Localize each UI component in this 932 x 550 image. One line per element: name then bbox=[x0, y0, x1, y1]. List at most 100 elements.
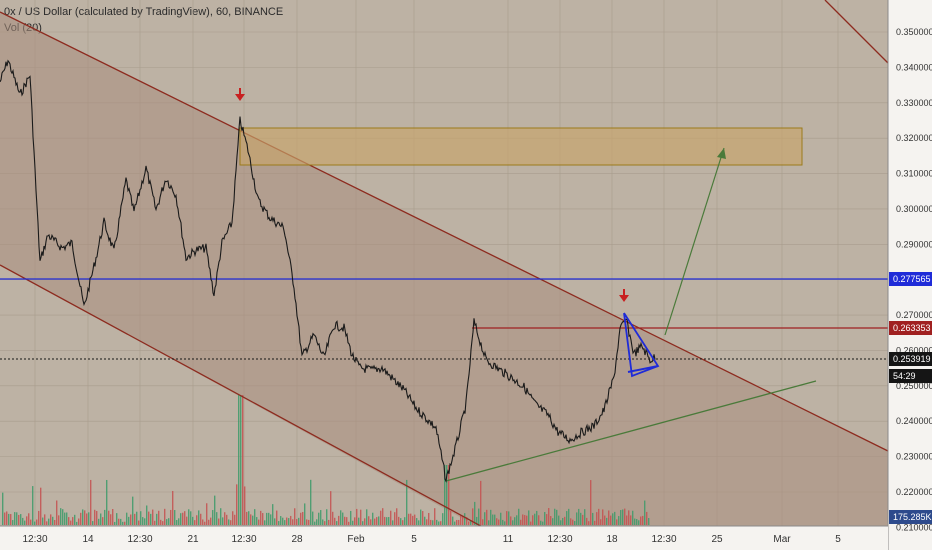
volume-bar bbox=[470, 520, 472, 525]
volume-bar bbox=[256, 517, 258, 525]
time-tick-label: 12:30 bbox=[651, 534, 676, 545]
volume-bar bbox=[90, 479, 92, 525]
time-tick-label: 12:30 bbox=[127, 534, 152, 545]
volume-bar bbox=[370, 519, 372, 525]
volume-bar bbox=[432, 520, 434, 525]
volume-bar bbox=[402, 520, 404, 525]
volume-bar bbox=[310, 479, 312, 525]
price-badge-label: 0.263353 bbox=[893, 323, 931, 333]
volume-bar bbox=[76, 521, 78, 525]
volume-bar bbox=[426, 519, 428, 525]
volume-bar bbox=[164, 508, 166, 525]
volume-bar bbox=[544, 511, 546, 525]
volume-bar bbox=[376, 517, 378, 525]
volume-bar bbox=[516, 515, 518, 525]
volume-bar bbox=[400, 518, 402, 525]
volume-bar bbox=[476, 516, 478, 525]
volume-bars bbox=[2, 395, 650, 525]
volume-bar bbox=[446, 465, 448, 525]
time-tick-label: 25 bbox=[711, 534, 723, 545]
volume-bar bbox=[570, 518, 572, 525]
volume-bar bbox=[290, 515, 292, 525]
volume-bar bbox=[418, 520, 420, 525]
volume-bar bbox=[168, 518, 170, 525]
volume-bar bbox=[362, 521, 364, 525]
volume-bar bbox=[304, 503, 306, 525]
volume-bar bbox=[620, 510, 622, 525]
volume-bar bbox=[118, 518, 120, 525]
volume-bar bbox=[488, 520, 490, 525]
volume-bar bbox=[66, 512, 68, 525]
volume-bar bbox=[14, 512, 16, 525]
volume-bar bbox=[176, 519, 178, 525]
volume-bar bbox=[44, 514, 46, 525]
volume-bar bbox=[296, 519, 298, 525]
volume-bar bbox=[454, 521, 456, 525]
volume-bar bbox=[498, 519, 500, 525]
channel-upper-parallel-line[interactable] bbox=[824, 0, 889, 64]
volume-bar bbox=[262, 513, 264, 525]
volume-bar bbox=[288, 518, 290, 525]
volume-bar bbox=[478, 508, 480, 525]
volume-bar bbox=[6, 511, 8, 525]
volume-bar bbox=[270, 514, 272, 525]
volume-bar bbox=[342, 512, 344, 525]
volume-bar bbox=[450, 510, 452, 525]
volume-bar bbox=[632, 510, 634, 525]
volume-bar bbox=[326, 509, 328, 525]
price-badge-bg bbox=[889, 352, 932, 366]
volume-bar bbox=[54, 520, 56, 525]
volume-bar bbox=[486, 509, 488, 525]
volume-bar bbox=[36, 519, 38, 525]
volume-bar bbox=[24, 520, 26, 525]
time-tick-label: 14 bbox=[82, 534, 94, 545]
volume-bar bbox=[598, 508, 600, 525]
price-tick-label: 0.230000 bbox=[896, 452, 932, 462]
price-tick-label: 0.320000 bbox=[896, 133, 932, 143]
volume-bar bbox=[624, 508, 626, 525]
volume-bar bbox=[540, 520, 542, 525]
volume-bar bbox=[46, 521, 48, 525]
volume-bar bbox=[584, 509, 586, 525]
volume-bar bbox=[614, 511, 616, 525]
volume-bar bbox=[634, 518, 636, 525]
time-axis[interactable] bbox=[0, 526, 888, 550]
volume-bar bbox=[58, 515, 60, 525]
volume-bar bbox=[182, 512, 184, 525]
volume-bar bbox=[518, 508, 520, 525]
volume-bar bbox=[510, 516, 512, 525]
volume-bar bbox=[306, 519, 308, 525]
channel-upper-line[interactable] bbox=[0, 11, 889, 452]
volume-bar bbox=[612, 513, 614, 525]
triangle-pattern[interactable] bbox=[623, 312, 660, 378]
volume-bar bbox=[84, 510, 86, 525]
volume-bar bbox=[514, 517, 516, 525]
volume-bar bbox=[480, 480, 482, 525]
volume-bar bbox=[294, 508, 296, 525]
volume-bar bbox=[638, 520, 640, 525]
volume-bar bbox=[512, 520, 514, 525]
target-zone[interactable] bbox=[239, 127, 803, 166]
time-tick-label: 5 bbox=[835, 534, 841, 545]
volume-bar bbox=[280, 516, 282, 525]
volume-bar bbox=[338, 515, 340, 525]
time-tick-label: 28 bbox=[291, 534, 303, 545]
volume-bar bbox=[138, 520, 140, 525]
volume-bar bbox=[336, 521, 338, 525]
price-badge-label: 0.277565 bbox=[893, 274, 931, 284]
volume-bar bbox=[602, 509, 604, 525]
volume-bar bbox=[592, 512, 594, 525]
volume-bar bbox=[242, 395, 244, 525]
rising-trendline[interactable] bbox=[445, 380, 817, 482]
channel-lower-line[interactable] bbox=[0, 264, 526, 550]
volume-bar bbox=[368, 516, 370, 525]
volume-bar bbox=[20, 514, 22, 525]
volume-bar bbox=[530, 521, 532, 525]
projection-arrow[interactable] bbox=[664, 147, 725, 336]
volume-bar bbox=[616, 519, 618, 525]
volume-bar bbox=[588, 521, 590, 525]
volume-bar bbox=[606, 517, 608, 525]
time-axis-ticks: 12:30 14 12:30 21 12:30 28 Feb 5 11 12:30 18 12:30 2… bbox=[22, 534, 841, 545]
volume-bar bbox=[32, 486, 34, 525]
